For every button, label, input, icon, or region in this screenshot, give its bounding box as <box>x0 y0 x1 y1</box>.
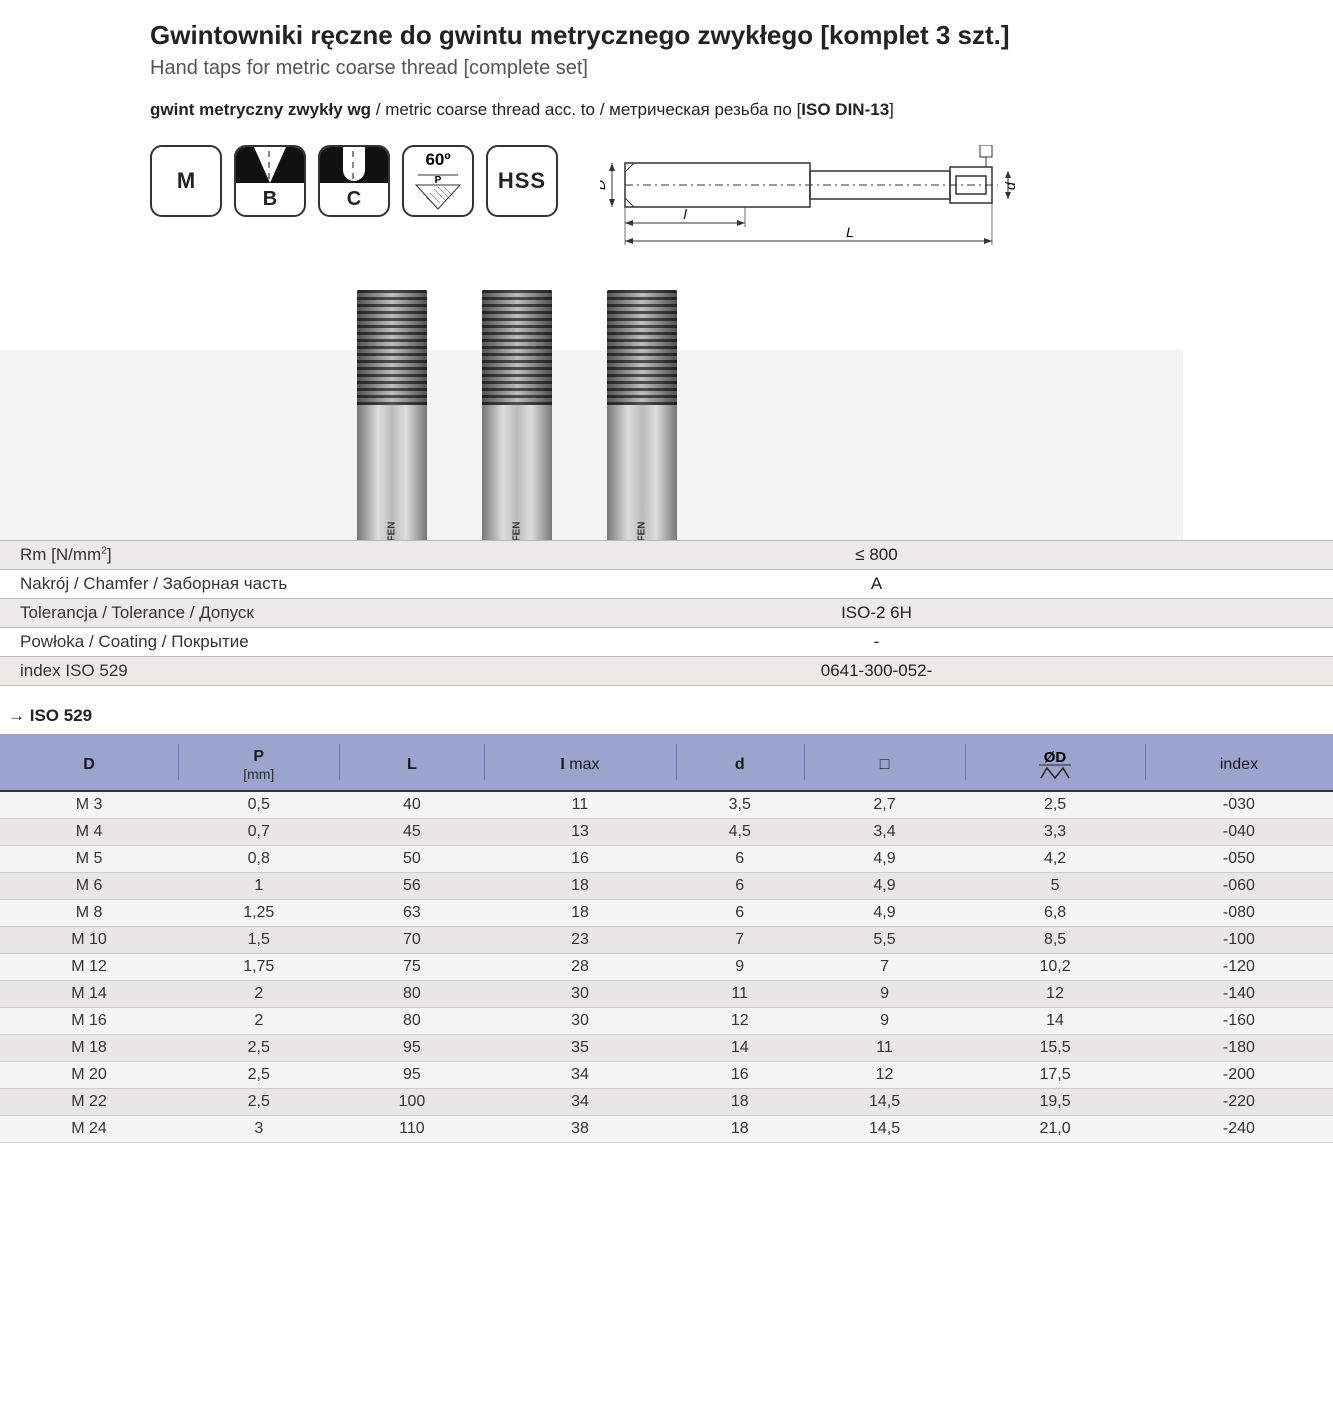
page-subtitle: Hand taps for metric coarse thread [comp… <box>150 57 1333 80</box>
svg-text:d: d <box>1002 181 1018 190</box>
specs-table: Rm [N/mm2]≤ 800Nakrój / Chamfer / Заборн… <box>0 540 1333 686</box>
svg-text:l: l <box>683 206 687 222</box>
col-L: L <box>339 734 484 791</box>
icon-row: M B C 60º P HSS <box>150 145 1333 260</box>
spec-value: A <box>420 570 1333 599</box>
dimensions-table: D P[mm] L l max d □ ØD index M 30,540113… <box>0 734 1333 1143</box>
spec-label: Powłoka / Coating / Покрытие <box>0 628 420 657</box>
svg-text:D: D <box>600 180 608 190</box>
col-index: index <box>1145 734 1333 791</box>
spec-label: index ISO 529 <box>0 657 420 686</box>
table-row: M 162803012914-160 <box>0 1008 1333 1035</box>
form-b-label: B <box>236 188 304 211</box>
spec-label: Tolerancja / Tolerance / Допуск <box>0 599 420 628</box>
angle-text: 60º <box>425 150 450 169</box>
standard-prefix: gwint metryczny zwykły wg <box>150 100 371 119</box>
svg-text:ØD: ØD <box>1044 750 1067 766</box>
col-OD: ØD <box>965 734 1145 791</box>
table-row: M 50,8501664,94,2-050 <box>0 846 1333 873</box>
form-c-label: C <box>320 188 388 211</box>
col-P: P[mm] <box>178 734 339 791</box>
spec-label: Rm [N/mm2] <box>0 541 420 570</box>
table-row: M 222,5100341814,519,5-220 <box>0 1089 1333 1116</box>
col-d: d <box>676 734 804 791</box>
standard-middle: / metric coarse thread acc. to / метриче… <box>371 100 801 119</box>
table-row: M 243110381814,521,0-240 <box>0 1116 1333 1143</box>
spec-value: - <box>420 628 1333 657</box>
table-row: M 202,59534161217,5-200 <box>0 1062 1333 1089</box>
technical-drawing: D d l L <box>600 145 1020 260</box>
thread-type-icon: M <box>150 145 222 217</box>
standard-code: ISO DIN-13 <box>801 100 889 119</box>
col-sq: □ <box>804 734 965 791</box>
spec-value: ISO-2 6H <box>420 599 1333 628</box>
page-title: Gwintowniki ręczne do gwintu metrycznego… <box>150 20 1333 51</box>
tap-image-1 <box>357 290 427 540</box>
form-c-icon: C <box>318 145 390 217</box>
tap-image-2 <box>482 290 552 540</box>
table-row: M 61561864,95-060 <box>0 873 1333 900</box>
table-row: M 40,745134,53,43,3-040 <box>0 819 1333 846</box>
spec-label: Nakrój / Chamfer / Заборная часть <box>0 570 420 599</box>
table-row: M 30,540113,52,72,5-030 <box>0 791 1333 819</box>
product-image-strip <box>0 290 1183 540</box>
form-b-icon: B <box>234 145 306 217</box>
col-D: D <box>0 734 178 791</box>
svg-text:P: P <box>435 175 442 186</box>
standard-line: gwint metryczny zwykły wg / metric coars… <box>150 100 1333 120</box>
table-row: M 121,7575289710,2-120 <box>0 954 1333 981</box>
standard-suffix: ] <box>889 100 894 119</box>
tap-image-3 <box>607 290 677 540</box>
material-hss-icon: HSS <box>486 145 558 217</box>
col-lmax: l max <box>484 734 675 791</box>
table-row: M 81,25631864,96,8-080 <box>0 900 1333 927</box>
table-row: M 182,59535141115,5-180 <box>0 1035 1333 1062</box>
spec-value: ≤ 800 <box>420 541 1333 570</box>
svg-text:L: L <box>846 224 854 240</box>
angle-icon: 60º P <box>402 145 474 217</box>
table-row: M 142803011912-140 <box>0 981 1333 1008</box>
table-row: M 101,5702375,58,5-100 <box>0 927 1333 954</box>
iso-heading: ISO 529 <box>8 706 1333 726</box>
spec-value: 0641-300-052- <box>420 657 1333 686</box>
